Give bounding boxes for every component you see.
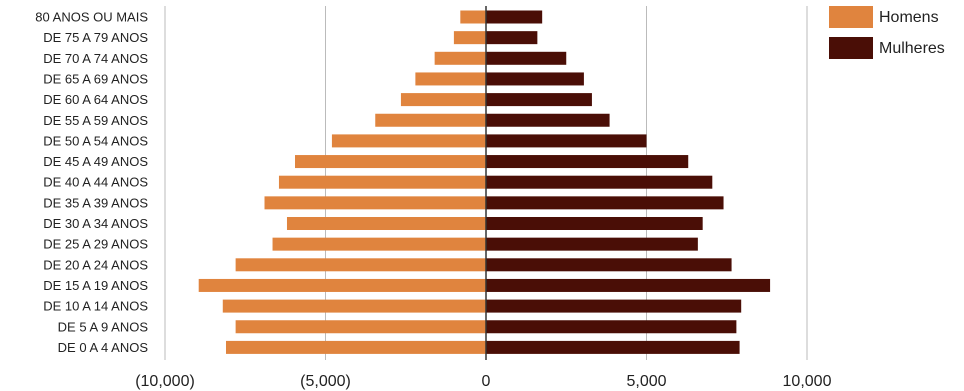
legend-swatch-mulheres	[829, 37, 873, 59]
category-label: DE 45 A 49 ANOS	[43, 154, 148, 169]
bar-mulheres	[486, 31, 538, 45]
legend-label-homens: Homens	[879, 9, 939, 26]
category-label: DE 10 A 14 ANOS	[43, 299, 148, 314]
x-tick-label: 0	[482, 373, 491, 390]
category-label: DE 60 A 64 ANOS	[43, 92, 148, 107]
bars	[198, 10, 771, 354]
bar-mulheres	[486, 299, 742, 313]
bar-homens	[415, 72, 486, 86]
bar-homens	[331, 134, 486, 148]
category-labels: 80 ANOS OU MAIS DE 75 A 79 ANOS DE 70 A 74…	[35, 10, 148, 355]
bar-homens	[225, 340, 487, 354]
bar-mulheres	[486, 134, 647, 148]
bar-mulheres	[486, 51, 567, 65]
bar-homens	[278, 175, 486, 189]
bar-mulheres	[486, 175, 713, 189]
bar-homens	[272, 237, 486, 251]
x-tick-labels: (10,000) (5,000) 0 5,000 10,000	[135, 373, 831, 390]
bar-homens	[460, 10, 486, 24]
bar-homens	[453, 31, 486, 45]
bar-homens	[235, 258, 486, 272]
category-label: DE 0 A 4 ANOS	[58, 340, 149, 355]
category-label: DE 65 A 69 ANOS	[43, 71, 148, 86]
category-label: DE 75 A 79 ANOS	[43, 30, 148, 45]
legend-label-mulheres: Mulheres	[879, 40, 945, 57]
bar-mulheres	[486, 237, 698, 251]
category-label: DE 15 A 19 ANOS	[43, 278, 148, 293]
bar-mulheres	[486, 196, 724, 210]
x-tick-label: (5,000)	[300, 373, 351, 390]
bar-homens	[375, 113, 486, 127]
bar-mulheres	[486, 155, 689, 169]
x-tick-label: 10,000	[783, 373, 832, 390]
bar-mulheres	[486, 340, 740, 354]
bar-homens	[198, 278, 486, 292]
category-label: DE 20 A 24 ANOS	[43, 257, 148, 272]
category-label: DE 50 A 54 ANOS	[43, 133, 148, 148]
x-tick-label: 5,000	[626, 373, 666, 390]
bar-homens	[222, 299, 486, 313]
bar-mulheres	[486, 72, 584, 86]
bar-mulheres	[486, 93, 592, 107]
x-tick-label: (10,000)	[135, 373, 195, 390]
legend: Homens Mulheres	[829, 6, 945, 59]
bar-mulheres	[486, 10, 543, 24]
bar-homens	[235, 320, 486, 334]
bar-homens	[286, 217, 486, 230]
category-label: DE 25 A 29 ANOS	[43, 237, 148, 252]
legend-swatch-homens	[829, 6, 873, 28]
bar-mulheres	[486, 217, 703, 230]
bar-homens	[264, 196, 486, 210]
bar-homens	[295, 155, 486, 169]
category-label: DE 55 A 59 ANOS	[43, 113, 148, 128]
bar-mulheres	[486, 278, 771, 292]
category-label: DE 40 A 44 ANOS	[43, 175, 148, 190]
bar-mulheres	[486, 113, 610, 127]
category-label: 80 ANOS OU MAIS	[35, 10, 148, 25]
category-label: DE 5 A 9 ANOS	[58, 319, 149, 334]
bar-homens	[434, 51, 486, 65]
bar-mulheres	[486, 320, 737, 334]
bar-homens	[400, 93, 486, 107]
category-label: DE 30 A 34 ANOS	[43, 216, 148, 231]
category-label: DE 70 A 74 ANOS	[43, 51, 148, 66]
bar-mulheres	[486, 258, 732, 272]
category-label: DE 35 A 39 ANOS	[43, 195, 148, 210]
